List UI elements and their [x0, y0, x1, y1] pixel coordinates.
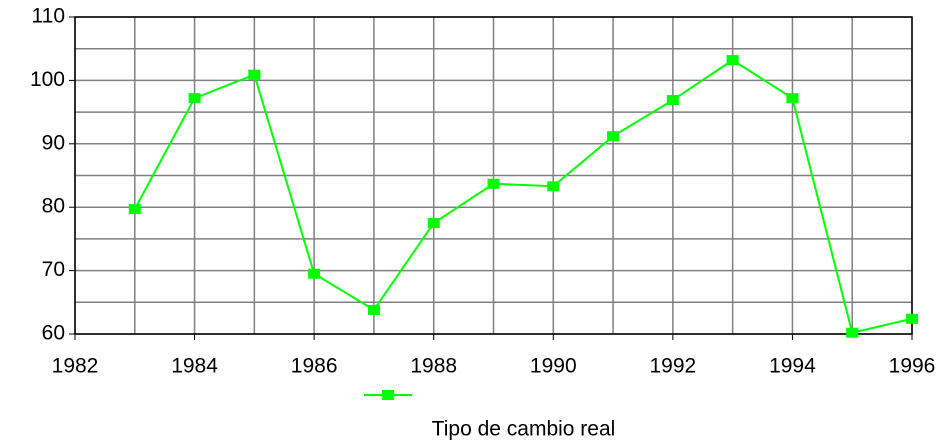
data-line — [133, 58, 913, 334]
x-tick-label: 1992 — [649, 355, 696, 378]
x-tick-label: 1988 — [410, 355, 457, 378]
y-tick-label: 90 — [42, 131, 65, 154]
x-tick-label: 1982 — [52, 355, 99, 378]
y-tick-label: 80 — [42, 195, 65, 218]
data-point — [128, 204, 141, 215]
data-point — [786, 93, 799, 104]
y-tick-label: 60 — [42, 322, 65, 345]
data-point — [248, 69, 261, 80]
x-tick-label: 1986 — [291, 355, 338, 378]
data-point — [547, 181, 560, 192]
data-point — [607, 131, 620, 142]
data-point — [188, 93, 201, 104]
x-tick-label: 1994 — [769, 355, 816, 378]
data-point — [308, 268, 321, 279]
data-point — [846, 327, 859, 338]
x-tick-label: 1990 — [530, 355, 577, 378]
data-point — [427, 218, 440, 229]
data-point — [487, 178, 500, 189]
legend-label: Tipo de cambio real — [432, 418, 616, 441]
x-tick-label: 1996 — [889, 355, 936, 378]
plot-frame — [74, 16, 913, 335]
legend-marker — [382, 390, 394, 400]
y-tick-label: 100 — [30, 68, 65, 91]
y-tick-label: 70 — [42, 258, 65, 281]
data-point — [367, 304, 380, 315]
data-point — [726, 55, 739, 66]
y-tick-label: 110 — [32, 5, 65, 28]
data-point — [666, 95, 679, 106]
data-point — [906, 313, 918, 324]
x-tick-label: 1984 — [171, 355, 218, 378]
